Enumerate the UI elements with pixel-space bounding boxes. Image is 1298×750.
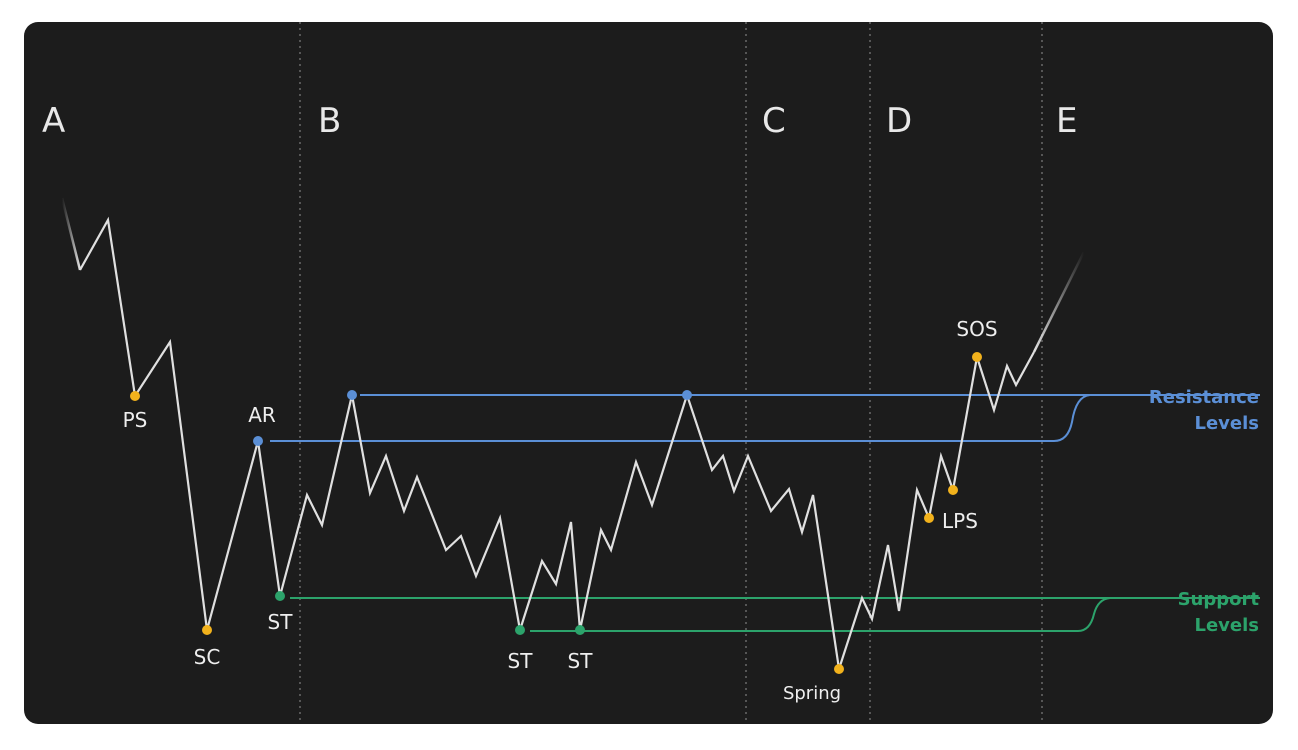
point-resistance-2 — [682, 390, 692, 400]
point-lps-2 — [948, 485, 958, 495]
point-sc — [202, 625, 212, 635]
phase-label-e: E — [1056, 101, 1077, 141]
price-path-exit — [1032, 251, 1086, 353]
point-ar — [253, 436, 263, 446]
label-sc: SC — [194, 645, 221, 669]
point-st-2 — [515, 625, 525, 635]
label-ar: AR — [248, 403, 276, 427]
point-sos — [972, 352, 982, 362]
wyckoff-accumulation-diagram: A B C D E PS SC AR ST ST ST Spring LPS S… — [24, 22, 1273, 724]
label-sos: SOS — [956, 317, 997, 341]
point-lps-1 — [924, 513, 934, 523]
resistance-label-line2: Levels — [1194, 413, 1259, 434]
price-path — [79, 216, 1035, 670]
point-st-3 — [575, 625, 585, 635]
label-lps: LPS — [942, 509, 978, 533]
label-ps: PS — [123, 408, 148, 432]
label-st-2: ST — [508, 649, 534, 673]
phase-label-c: C — [762, 101, 786, 141]
price-path-entry — [60, 197, 82, 271]
support-label-line1: Support — [1178, 589, 1260, 610]
label-st-3: ST — [568, 649, 594, 673]
phase-label-b: B — [318, 101, 341, 141]
label-spring: Spring — [783, 683, 841, 704]
resistance-level-lower — [270, 394, 1091, 442]
phase-label-a: A — [42, 101, 65, 141]
support-level-lower — [530, 597, 1111, 632]
point-st-1 — [275, 591, 285, 601]
resistance-label-line1: Resistance — [1149, 387, 1259, 408]
point-resistance-1 — [347, 390, 357, 400]
point-ps — [130, 391, 140, 401]
support-label-line2: Levels — [1194, 615, 1259, 636]
phase-label-d: D — [886, 101, 912, 141]
label-st-1: ST — [268, 610, 294, 634]
point-spring — [834, 664, 844, 674]
